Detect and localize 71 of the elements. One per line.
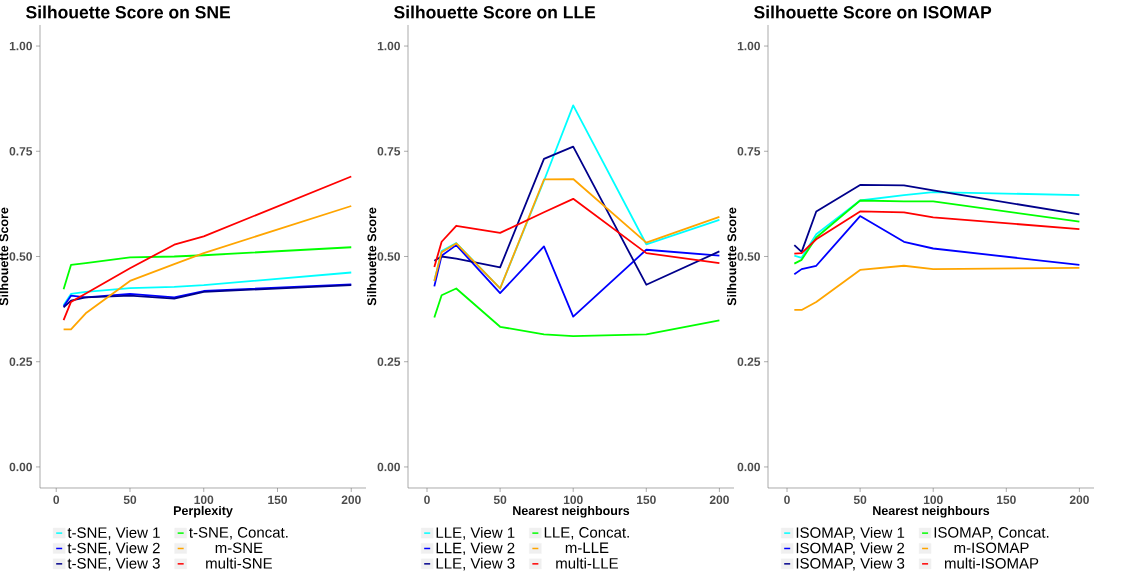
y-tick-label: 1.00 xyxy=(9,41,32,51)
line-series xyxy=(433,244,721,318)
legend-label: t-SNE, View 1 xyxy=(67,526,160,540)
x-tick-label: 100 xyxy=(923,495,943,505)
chart-title: Silhouette Score on ISOMAP xyxy=(754,5,992,19)
y-axis-title: Silhouette Score xyxy=(727,207,737,306)
x-tick-label: 0 xyxy=(424,495,430,505)
y-tick-label: 1.00 xyxy=(377,41,400,51)
legend-label: ISOMAP, View 3 xyxy=(796,557,905,571)
x-tick-label: 200 xyxy=(709,495,729,505)
legend-label: multi-SNE xyxy=(206,557,272,569)
line-series xyxy=(433,287,721,337)
line-series xyxy=(793,184,1081,253)
legend-label: m-SNE xyxy=(215,542,263,554)
x-axis-title: Perplexity xyxy=(173,505,233,518)
y-tick-label: 0.75 xyxy=(377,147,401,156)
line-series xyxy=(62,271,353,307)
x-tick-label: 200 xyxy=(1069,495,1089,505)
chart-title: Silhouette Score on SNE xyxy=(26,5,231,19)
legend-label: m-ISOMAP xyxy=(954,542,1029,554)
line-series xyxy=(793,199,1081,265)
x-tick-label: 150 xyxy=(997,495,1016,505)
line-series xyxy=(793,264,1081,311)
x-tick-label: 0 xyxy=(53,495,60,505)
x-tick-label: 100 xyxy=(563,495,583,505)
x-tick-label: 50 xyxy=(123,495,137,505)
y-tick-label: 0.25 xyxy=(9,357,33,366)
line-series xyxy=(793,210,1081,255)
line-series xyxy=(433,145,721,286)
x-axis-title: Nearest neighbours xyxy=(873,505,990,518)
legend-label: t-SNE, View 3 xyxy=(67,557,160,571)
x-tick-label: 50 xyxy=(853,495,867,505)
x-tick-label: 50 xyxy=(493,495,507,505)
legend-label: t-SNE, View 2 xyxy=(67,542,160,556)
legend-label: ISOMAP, View 1 xyxy=(796,526,905,540)
y-tick-label: 0.25 xyxy=(737,357,761,366)
x-tick-label: 150 xyxy=(268,495,288,505)
x-tick-label: 200 xyxy=(341,495,361,505)
y-tick-label: 0.00 xyxy=(9,462,32,472)
y-tick-label: 0.00 xyxy=(737,462,760,472)
legend-label: t-SNE, Concat. xyxy=(189,527,288,540)
line-series xyxy=(793,215,1081,276)
line-series xyxy=(433,197,721,268)
y-tick-label: 0.50 xyxy=(737,252,760,261)
legend-label: multi-ISOMAP xyxy=(944,557,1039,569)
legend-label: LLE, View 3 xyxy=(436,557,515,571)
line-series xyxy=(62,205,353,331)
line-series xyxy=(62,246,353,291)
y-tick-label: 0.00 xyxy=(377,462,400,472)
chart-title: Silhouette Score on LLE xyxy=(394,5,596,19)
y-tick-label: 0.50 xyxy=(9,252,32,261)
legend-label: ISOMAP, View 2 xyxy=(796,542,905,556)
legend-label: ISOMAP, Concat. xyxy=(934,527,1049,540)
y-tick-label: 0.75 xyxy=(9,147,33,156)
legend-label: LLE, Concat. xyxy=(544,527,629,540)
y-axis-title: Silhouette Score xyxy=(367,207,377,306)
y-tick-label: 0.50 xyxy=(377,252,400,261)
y-tick-label: 1.00 xyxy=(737,41,760,51)
x-tick-label: 0 xyxy=(784,495,790,505)
y-tick-label: 0.25 xyxy=(377,357,401,366)
line-series xyxy=(793,191,1081,259)
x-axis-title: Nearest neighbours xyxy=(513,505,630,518)
legend-label: multi-LLE xyxy=(556,557,618,569)
x-tick-label: 100 xyxy=(194,495,214,505)
x-tick-label: 150 xyxy=(637,495,656,505)
y-axis-title: Silhouette Score xyxy=(0,207,9,306)
legend-label: LLE, View 1 xyxy=(436,526,515,540)
legend-label: LLE, View 2 xyxy=(436,542,515,556)
legend-label: m-LLE xyxy=(565,542,609,553)
y-tick-label: 0.75 xyxy=(737,147,761,156)
line-series xyxy=(433,178,721,290)
